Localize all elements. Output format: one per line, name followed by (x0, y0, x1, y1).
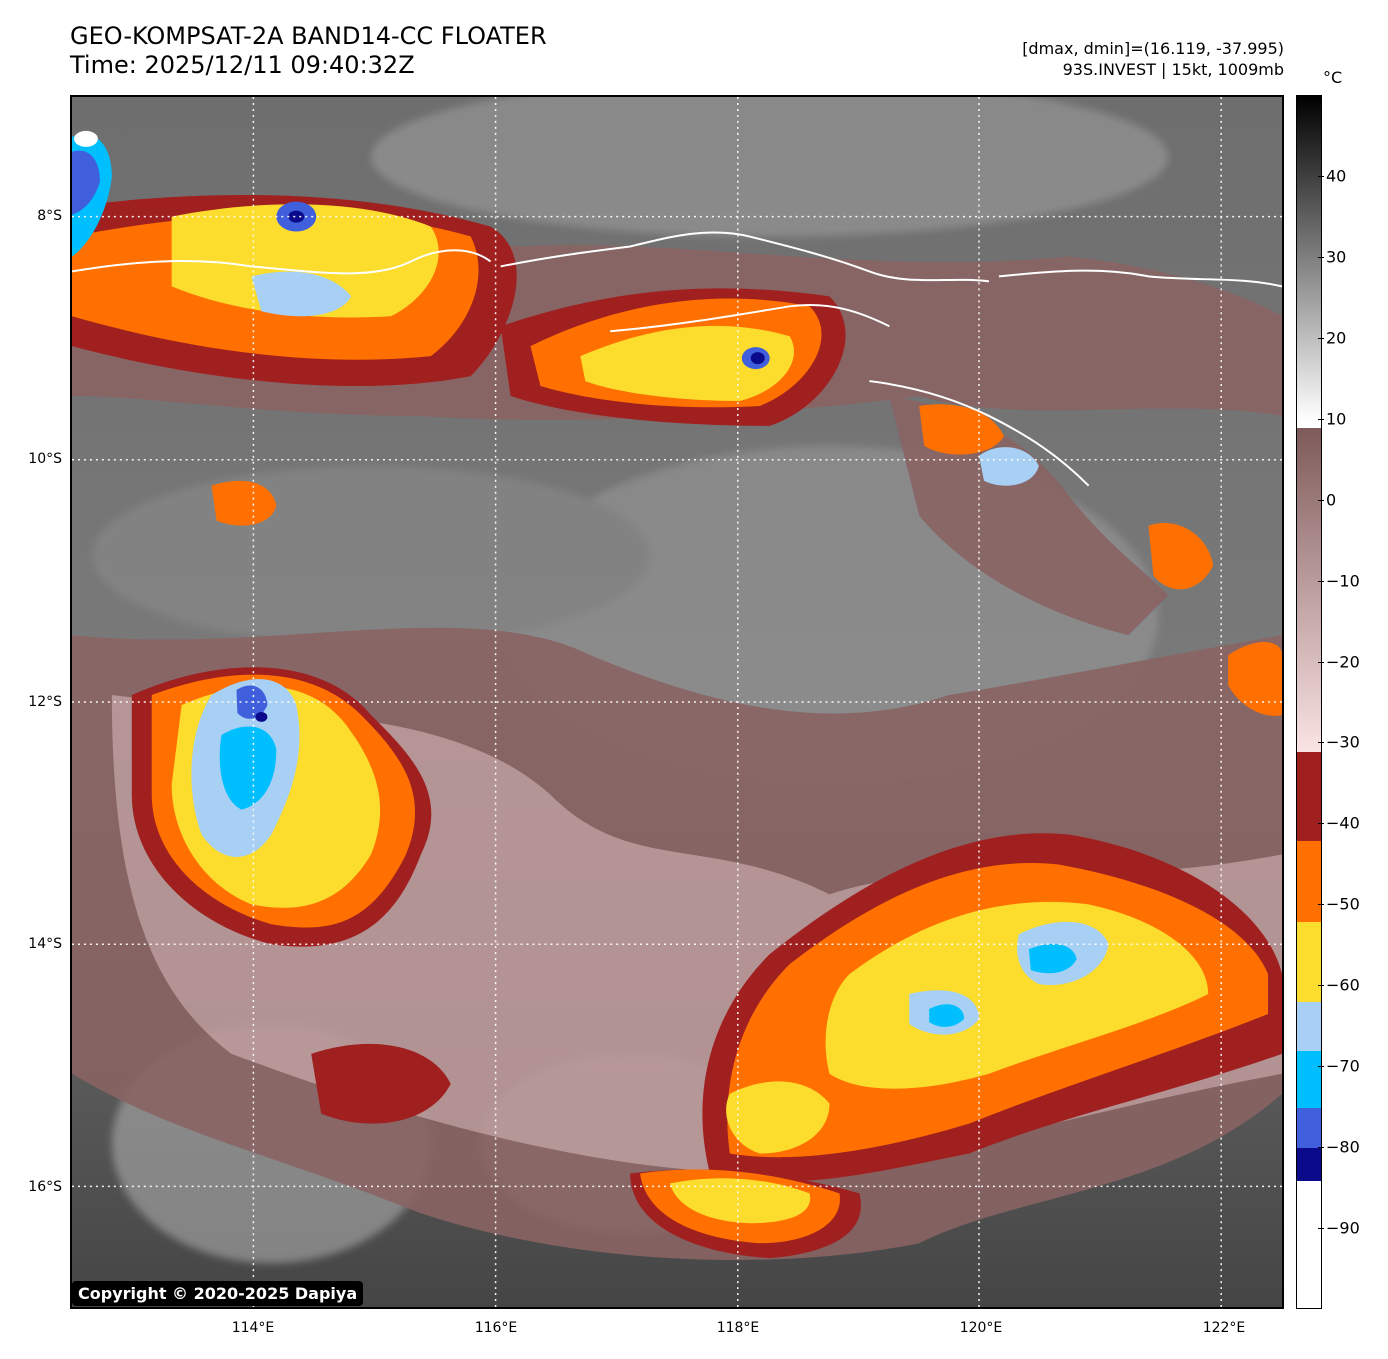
colorbar-tick-mark (1318, 337, 1324, 339)
colorbar-tick-label: −30 (1326, 732, 1360, 752)
colorbar-tick-label: −50 (1326, 894, 1360, 914)
chart-title: GEO-KOMPSAT-2A BAND14-CC FLOATER Time: 2… (70, 22, 547, 80)
colorbar-segment (1297, 1180, 1321, 1308)
colorbar-segment (1297, 1002, 1321, 1052)
colorbar-tick-label: 40 (1326, 166, 1347, 186)
meta-line2: 93S.INVEST | 15kt, 1009mb (1062, 60, 1284, 79)
colorbar-segment (1297, 96, 1321, 421)
colorbar-segment (1297, 921, 1321, 1004)
colorbar-tick-mark (1318, 904, 1324, 906)
title-line1: GEO-KOMPSAT-2A BAND14-CC FLOATER (70, 22, 547, 50)
convection-cores (72, 130, 770, 722)
lon-label: 120°E (959, 1320, 1003, 1336)
colorbar-tick-label: 10 (1326, 409, 1347, 429)
colorbar-tick-label: 30 (1326, 247, 1347, 267)
colorbar-unit: °C (1323, 68, 1343, 87)
lon-label: 122°E (1202, 1320, 1246, 1336)
colorbar-tick-mark (1318, 1066, 1324, 1068)
lon-label: 116°E (474, 1320, 518, 1336)
lat-label: 14°S (28, 936, 62, 952)
colorbar-tick-label: −10 (1326, 571, 1360, 591)
colorbar-tick-mark (1318, 256, 1324, 258)
map-svg (72, 97, 1282, 1307)
colorbar-tick-label: −20 (1326, 652, 1360, 672)
lat-label: 16°S (28, 1179, 62, 1195)
colorbar-tick-mark (1318, 175, 1324, 177)
colorbar-tick-mark (1318, 418, 1324, 420)
graticule (72, 97, 1282, 1307)
lon-label: 114°E (231, 1320, 275, 1336)
colorbar-tick-label: −70 (1326, 1056, 1360, 1076)
colorbar-segment (1297, 840, 1321, 923)
title-line2: Time: 2025/12/11 09:40:32Z (70, 51, 415, 79)
colorbar-tick-mark (1318, 823, 1324, 825)
colorbar-tick-label: −60 (1326, 975, 1360, 995)
colorbar-tick-label: 0 (1326, 490, 1337, 510)
colorbar-tick-mark (1318, 1228, 1324, 1230)
colorbar-segment (1297, 1148, 1321, 1182)
colorbar-tick-label: 20 (1326, 328, 1347, 348)
colorbar-tick-mark (1318, 580, 1324, 582)
copyright-badge: Copyright © 2020-2025 Dapiya (72, 1281, 364, 1306)
satellite-map[interactable] (70, 95, 1284, 1309)
colorbar-tick-label: −80 (1326, 1137, 1360, 1157)
colorbar-tick-label: −40 (1326, 813, 1360, 833)
lat-label: 8°S (37, 208, 62, 224)
colorbar-segment (1297, 427, 1321, 753)
lat-label: 12°S (28, 694, 62, 710)
colorbar-tick-mark (1318, 742, 1324, 744)
colorbar-segment (1297, 1051, 1321, 1109)
storm-meta: [dmax, dmin]=(16.119, -37.995) 93S.INVES… (1022, 38, 1284, 80)
colorbar-tick-mark (1318, 661, 1324, 663)
colorbar-tick-mark (1318, 1147, 1324, 1149)
colorbar-segment (1297, 751, 1321, 842)
colorbar-tick-mark (1318, 985, 1324, 987)
colorbar (1296, 95, 1322, 1309)
colorbar-segment (1297, 1107, 1321, 1150)
lat-label: 10°S (28, 451, 62, 467)
lon-label: 118°E (716, 1320, 760, 1336)
coastlines (72, 231, 1282, 487)
colorbar-tick-label: −90 (1326, 1218, 1360, 1238)
meta-line1: [dmax, dmin]=(16.119, -37.995) (1022, 39, 1284, 58)
colorbar-tick-mark (1318, 499, 1324, 501)
